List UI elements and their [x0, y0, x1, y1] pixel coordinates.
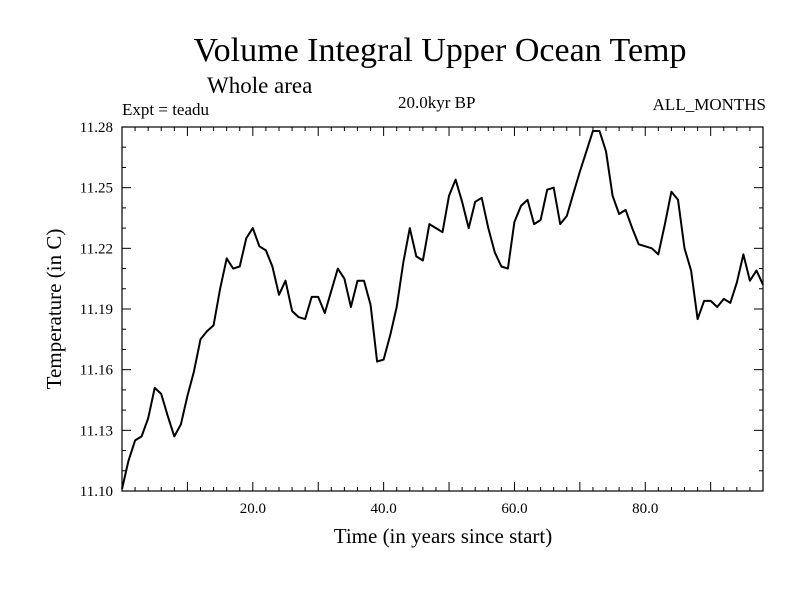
y-tick-label: 11.16 — [80, 363, 114, 379]
axis-ticks — [122, 127, 763, 491]
months-label: ALL_MONTHS — [652, 95, 766, 114]
x-tick-label: 60.0 — [501, 501, 527, 517]
series-group — [121, 130, 764, 490]
series-line — [121, 130, 764, 490]
y-tick-labels: 11.10 11.13 11.16 11.19 11.22 11.25 11.28 — [80, 120, 114, 500]
y-tick-label: 11.10 — [80, 484, 113, 500]
plot-frame — [121, 126, 764, 492]
x-tick-labels: 20.0 40.0 60.0 80.0 — [240, 501, 659, 517]
x-tick-label: 80.0 — [632, 501, 658, 517]
chart-title: Volume Integral Upper Ocean Temp — [193, 32, 687, 69]
period-label: 20.0kyr BP — [398, 93, 476, 112]
x-tick-label: 40.0 — [371, 501, 397, 517]
experiment-label: Expt = teadu — [122, 100, 210, 119]
x-tick-label: 20.0 — [240, 501, 266, 517]
chart-subtitle: Whole area — [207, 73, 313, 98]
y-tick-label: 11.25 — [80, 181, 113, 197]
x-axis-label: Time (in years since start) — [334, 524, 553, 548]
y-tick-label: 11.19 — [80, 302, 113, 318]
y-axis-label: Temperature (in C) — [42, 229, 66, 390]
y-tick-label: 11.13 — [80, 423, 113, 439]
y-tick-label: 11.22 — [80, 241, 113, 257]
y-tick-label: 11.28 — [80, 120, 113, 136]
